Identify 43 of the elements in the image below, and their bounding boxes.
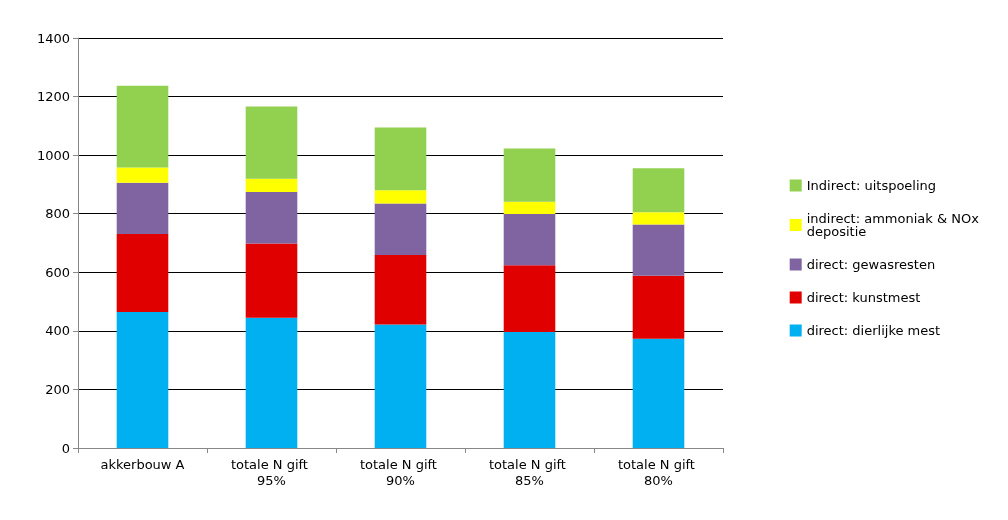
bar	[632, 338, 685, 448]
bar	[503, 214, 556, 266]
y-tick-label: 1000	[36, 147, 70, 163]
bar	[632, 212, 685, 225]
bar	[503, 265, 556, 333]
bar	[245, 178, 298, 193]
x-tick-label: totale N gift 85%	[488, 456, 571, 488]
y-tick-label: 800	[45, 206, 70, 222]
bar	[245, 243, 298, 318]
bar	[374, 190, 427, 204]
bar	[374, 255, 427, 325]
bar	[245, 192, 298, 244]
legend-label: Indirect: uitspoeling	[806, 178, 937, 193]
bar	[116, 85, 169, 168]
bar	[116, 182, 169, 234]
legend-label: indirect: ammoniak & NOx depositie	[806, 211, 984, 239]
bar	[503, 148, 556, 202]
bar	[245, 106, 298, 179]
y-tick-label: 0	[61, 440, 70, 456]
y-tick-label: 400	[45, 323, 70, 339]
y-tick-label: 1200	[36, 89, 70, 105]
bar	[116, 233, 169, 313]
bar	[503, 201, 556, 215]
legend-label: direct: gewasresten	[806, 257, 936, 272]
x-tick-label: totale N gift 95%	[230, 456, 313, 488]
bar	[374, 324, 427, 448]
bar	[245, 317, 298, 448]
y-tick-label: 1400	[36, 30, 70, 46]
bar	[632, 168, 685, 213]
y-tick-label: 600	[45, 264, 70, 280]
x-tick-label: akkerbouw A	[100, 456, 185, 472]
bar	[503, 332, 556, 448]
bar	[116, 312, 169, 448]
x-tick-label: totale N gift 80%	[617, 456, 700, 488]
bar	[374, 203, 427, 256]
bar	[632, 275, 685, 339]
legend-label: direct: kunstmest	[806, 290, 921, 305]
bar	[116, 167, 169, 183]
bar	[374, 127, 427, 191]
legend-label: direct: dierlijke mest	[806, 323, 941, 338]
x-tick-label: totale N gift 90%	[359, 456, 442, 488]
bar	[632, 224, 685, 276]
y-tick-label: 200	[45, 381, 70, 397]
